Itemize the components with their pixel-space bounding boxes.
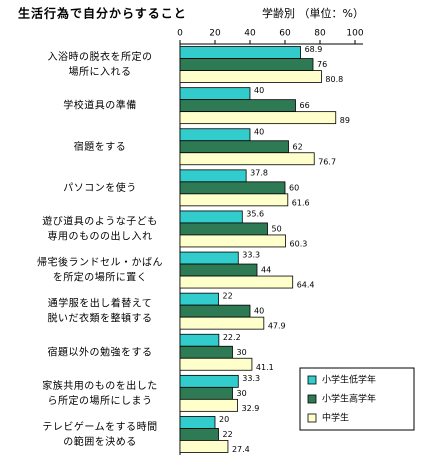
legend-swatch bbox=[307, 413, 317, 423]
legend-label: 中学生 bbox=[322, 412, 349, 424]
bar bbox=[179, 99, 296, 113]
category-label: 家族共用のものを出した bbox=[42, 379, 158, 392]
bar bbox=[179, 398, 238, 412]
x-tick-label: 40 bbox=[244, 29, 256, 39]
x-tick-label: 0 bbox=[177, 29, 183, 39]
value-label: 40 bbox=[254, 127, 264, 136]
value-label: 30 bbox=[237, 389, 247, 398]
value-label: 60.3 bbox=[290, 239, 308, 248]
category-label: 宿題をする bbox=[74, 140, 127, 153]
bar bbox=[179, 210, 243, 224]
value-label: 22.2 bbox=[223, 333, 241, 342]
legend-box bbox=[299, 367, 415, 431]
bar bbox=[179, 87, 251, 101]
category-label: 遊び道具のような子ども bbox=[42, 214, 158, 227]
legend-label: 小学生高学年 bbox=[322, 393, 376, 405]
value-label: 64.4 bbox=[297, 281, 315, 290]
bar bbox=[179, 304, 251, 318]
value-label: 33.3 bbox=[242, 251, 260, 260]
bar bbox=[179, 440, 229, 453]
x-tick-label: 60 bbox=[279, 29, 291, 39]
bar bbox=[179, 374, 239, 388]
bar bbox=[179, 275, 294, 289]
bar bbox=[179, 251, 239, 265]
bar bbox=[179, 234, 286, 248]
bar bbox=[179, 222, 268, 236]
chart-subtitle: 学齢別 （単位：%） bbox=[262, 6, 364, 20]
bar bbox=[179, 386, 233, 400]
category-label: パソコンを使う bbox=[63, 181, 137, 194]
x-tick-label: 80 bbox=[314, 29, 326, 39]
value-label: 76.7 bbox=[318, 157, 336, 166]
category-label: 学校道具の準備 bbox=[63, 99, 137, 112]
legend-label: 小学生低学年 bbox=[322, 374, 376, 386]
category-label: 宿題以外の勉強をする bbox=[48, 345, 153, 358]
bar bbox=[179, 428, 219, 441]
legend-swatch bbox=[307, 394, 317, 404]
bar bbox=[179, 345, 233, 359]
value-label: 40 bbox=[254, 86, 264, 95]
value-label: 22 bbox=[223, 430, 233, 439]
bar bbox=[179, 292, 219, 306]
bar bbox=[179, 181, 286, 195]
category-label: の範囲を決める bbox=[63, 435, 137, 448]
value-label: 66 bbox=[300, 101, 310, 110]
value-label: 32.9 bbox=[242, 404, 260, 413]
category-label: 入浴時の脱衣を所定の bbox=[48, 50, 153, 63]
bar bbox=[179, 70, 322, 83]
bar bbox=[179, 416, 216, 429]
value-label: 80.8 bbox=[325, 75, 343, 84]
value-label: 62 bbox=[293, 142, 303, 151]
category-label: 専用のものの出し入れ bbox=[48, 229, 153, 242]
bar bbox=[179, 140, 289, 154]
value-label: 44 bbox=[261, 266, 271, 275]
value-label: 27.4 bbox=[232, 445, 250, 454]
value-label: 50 bbox=[272, 224, 282, 233]
value-label: 60 bbox=[289, 183, 299, 192]
bar bbox=[179, 128, 251, 142]
value-label: 61.6 bbox=[292, 198, 310, 207]
bar bbox=[179, 152, 315, 166]
category-label: 場所に入れる bbox=[69, 65, 132, 78]
bar bbox=[179, 58, 314, 71]
category-label: 脱いだ衣類を整頓する bbox=[48, 312, 153, 325]
value-label: 30 bbox=[237, 348, 247, 357]
value-label: 76 bbox=[317, 60, 327, 69]
legend-swatch bbox=[307, 375, 317, 385]
category-label: を所定の場所に置く bbox=[53, 271, 148, 284]
bar bbox=[179, 357, 253, 371]
bar bbox=[179, 111, 337, 125]
value-label: 22 bbox=[223, 292, 233, 301]
value-label: 33.3 bbox=[242, 374, 260, 383]
value-label: 20 bbox=[219, 415, 229, 424]
bar bbox=[179, 169, 247, 183]
category-label: テレビゲームをする時間 bbox=[42, 421, 157, 433]
category-label: ら所定の場所にしまう bbox=[48, 394, 153, 407]
value-label: 47.9 bbox=[268, 322, 286, 331]
x-tick-label: 20 bbox=[209, 29, 221, 39]
value-label: 41.1 bbox=[256, 363, 274, 372]
category-label: 通学服を出し着替えて bbox=[48, 297, 153, 310]
bar bbox=[179, 316, 265, 330]
chart-title: 生活行為で自分からすること bbox=[18, 6, 187, 21]
value-label: 37.8 bbox=[250, 168, 268, 177]
category-label: 帰宅後ランドセル・かばん bbox=[37, 256, 163, 269]
value-label: 68.9 bbox=[305, 45, 323, 54]
value-label: 89 bbox=[340, 116, 350, 125]
bar bbox=[179, 333, 220, 347]
bar bbox=[179, 46, 301, 59]
bar bbox=[179, 263, 258, 277]
x-tick-label: 100 bbox=[346, 29, 363, 39]
value-label: 35.6 bbox=[246, 209, 264, 218]
bar bbox=[179, 193, 289, 207]
value-label: 40 bbox=[254, 307, 264, 316]
